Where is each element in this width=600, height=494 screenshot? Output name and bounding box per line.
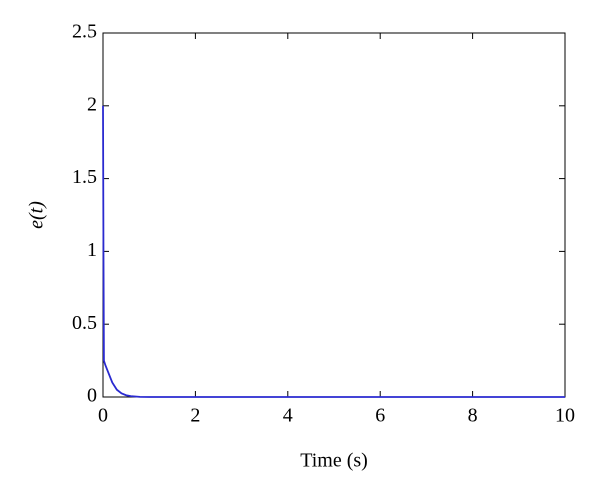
- x-tick-label: 2: [190, 405, 200, 427]
- y-tick-label: 1.5: [72, 166, 97, 188]
- y-tick-label: 0: [87, 385, 97, 407]
- x-tick-label: 4: [283, 405, 293, 427]
- x-tick-label: 10: [555, 405, 575, 427]
- y-axis-label: e(t): [26, 201, 48, 229]
- x-tick-label: 0: [98, 405, 108, 427]
- y-tick-label: 1: [87, 239, 97, 261]
- x-tick-label: 8: [468, 405, 478, 427]
- data-line: [102, 105, 565, 398]
- y-tick-label: 2.5: [72, 21, 97, 43]
- plot-frame: [102, 32, 566, 398]
- y-tick-label: 0.5: [72, 312, 97, 334]
- x-axis-label: Time (s): [300, 450, 368, 472]
- x-tick-label: 6: [375, 405, 385, 427]
- y-tick-label: 2: [87, 93, 97, 115]
